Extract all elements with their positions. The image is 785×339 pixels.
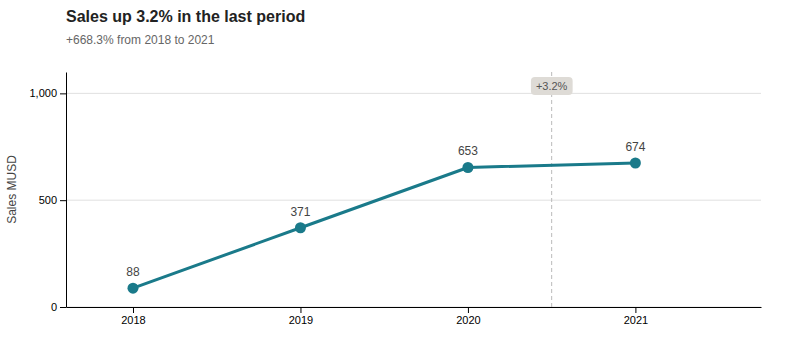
y-tick-label: 1,000 (29, 87, 57, 99)
point (295, 222, 306, 233)
y-tick-label: 500 (39, 194, 57, 206)
grid-line (66, 307, 761, 308)
x-axis-line (67, 307, 762, 308)
y-tick-label: 0 (51, 301, 57, 313)
x-tick-mark (635, 307, 636, 313)
y-tick: 500 (39, 194, 66, 206)
data-label: 88 (126, 265, 140, 279)
point (462, 162, 473, 173)
data-labels: 88 371 653 674 (126, 140, 645, 279)
grid-line (66, 200, 761, 201)
y-tick: 0 (51, 301, 66, 313)
x-tick-label: 2021 (624, 314, 648, 326)
reference-line (551, 72, 552, 307)
annotation-text: +3.2% (536, 80, 568, 92)
x-tick-label: 2020 (456, 314, 480, 326)
x-tick: 2021 (624, 307, 648, 326)
y-axis: 0 500 1,000 (29, 73, 66, 314)
x-axis: 2018 2019 2020 2021 (67, 307, 762, 326)
data-label: 371 (290, 205, 310, 219)
annotation: +3.2% (531, 77, 573, 95)
x-tick-mark (468, 307, 469, 313)
point (630, 158, 641, 169)
x-tick-mark (133, 307, 134, 313)
x-tick: 2020 (456, 307, 480, 326)
plot: 2018 2019 2020 2021 0 500 1,000 Sales MUSD 88 371… (5, 72, 762, 326)
y-tick-mark (60, 93, 66, 94)
y-tick-mark (60, 200, 66, 201)
data-label: 653 (458, 144, 478, 158)
subtitle: +668.3% from 2018 to 2021 (66, 33, 215, 47)
title: Sales up 3.2% in the last period (66, 8, 305, 25)
annotation-box (531, 77, 573, 95)
x-tick-mark (300, 307, 301, 313)
x-tick: 2019 (289, 307, 313, 326)
data-label: 674 (625, 140, 645, 154)
chart: Sales up 3.2% in the last period +668.3% … (0, 0, 785, 339)
x-tick-label: 2019 (289, 314, 313, 326)
marks (127, 72, 640, 307)
x-tick: 2018 (121, 307, 145, 326)
grid-line (66, 93, 761, 94)
point (127, 283, 138, 294)
grid (66, 93, 761, 307)
y-tick-mark (60, 307, 66, 308)
x-tick-label: 2018 (121, 314, 145, 326)
y-axis-line (66, 73, 67, 308)
line (133, 163, 635, 288)
y-axis-title: Sales MUSD (5, 155, 19, 224)
y-tick: 1,000 (29, 87, 66, 99)
